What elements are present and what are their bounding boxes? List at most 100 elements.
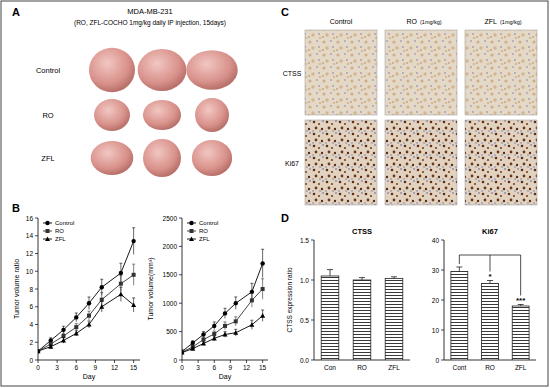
y-tick	[35, 235, 38, 236]
point	[234, 301, 238, 305]
x-tick-label: 12	[111, 364, 119, 371]
x-tick-label: 6	[74, 364, 78, 371]
y-tick	[311, 240, 314, 241]
error-bar	[359, 278, 365, 280]
tumor-photo	[195, 98, 229, 132]
x-tick-label: 0	[36, 364, 40, 371]
error-bar	[49, 345, 52, 349]
error-bar	[250, 320, 253, 329]
panel-label: B	[12, 202, 20, 214]
error-bar	[250, 294, 253, 308]
x-axis	[182, 360, 268, 361]
x-tick-label: 6	[212, 364, 216, 371]
point	[119, 282, 123, 286]
point	[118, 292, 123, 297]
series-line	[182, 289, 263, 352]
point	[249, 322, 254, 327]
point	[61, 338, 66, 343]
x-tick-label: 0	[180, 364, 184, 371]
bar	[512, 306, 529, 360]
x-tick-label: 9	[94, 364, 98, 371]
error-bar	[119, 287, 122, 301]
y-axis	[182, 218, 183, 360]
tumor-photo	[91, 141, 134, 175]
error-bar	[234, 329, 237, 336]
error-bar	[261, 279, 264, 299]
point	[74, 325, 78, 329]
y-tick-label: 10	[26, 268, 34, 275]
panel-label: A	[12, 6, 20, 18]
y-tick-label: 0	[173, 357, 177, 364]
error-bar	[62, 326, 65, 333]
column-header: ZFL	[485, 18, 498, 25]
panel-label: C	[281, 6, 289, 18]
y-tick-label: 2	[29, 339, 33, 346]
tumor-photo	[94, 99, 130, 131]
error-bar	[88, 321, 91, 328]
error-bar	[518, 305, 524, 307]
error-bar	[234, 297, 237, 309]
y-tick	[311, 280, 314, 281]
series-line	[38, 275, 134, 351]
y-tick	[179, 274, 182, 275]
point	[212, 324, 216, 328]
ihc-image	[305, 120, 377, 205]
tumor-photo	[138, 49, 187, 91]
x-tick	[214, 360, 215, 363]
chart-title: Ki67	[482, 227, 498, 236]
figure-frame	[1, 1, 548, 386]
legend-label: RO	[199, 228, 208, 234]
y-tick-label: 12	[26, 250, 34, 257]
x-tick	[198, 360, 199, 363]
y-tick	[179, 303, 182, 304]
point	[212, 336, 217, 341]
point	[48, 344, 53, 349]
legend-marker	[189, 221, 193, 225]
y-axis	[314, 240, 315, 360]
column-note: (1mg/kg)	[420, 19, 442, 25]
error-bar	[62, 338, 65, 343]
y-tick-label: 0.0	[300, 357, 309, 364]
line-chart: 024681012141603691215DayTumor volume rat…	[13, 215, 140, 382]
point	[99, 304, 104, 309]
significance-tick	[490, 255, 491, 272]
error-bar	[202, 332, 205, 338]
y-tick	[35, 324, 38, 325]
error-bar	[224, 322, 227, 330]
error-bar	[132, 228, 135, 255]
tumor-photo	[143, 139, 181, 177]
point	[87, 314, 91, 318]
x-tick-label: Con	[324, 364, 336, 371]
bar	[451, 272, 468, 361]
tumor-photo	[186, 50, 238, 89]
y-tick-label: 30	[432, 267, 440, 274]
error-bar	[191, 347, 194, 350]
y-tick	[179, 331, 182, 332]
x-tick-label: RO	[357, 364, 367, 371]
y-tick-label: 500	[166, 328, 177, 335]
row-label: Control	[36, 66, 61, 75]
ihc-image	[305, 30, 377, 115]
x-tick-label: 15	[259, 364, 267, 371]
point	[62, 334, 66, 338]
column-header: Control	[330, 18, 353, 25]
x-axis-label: Day	[83, 373, 96, 381]
line-chart: 0500100015002000250003691215DayTumor vol…	[147, 215, 268, 382]
point	[100, 285, 104, 289]
x-tick-label: ZFL	[388, 364, 400, 371]
y-tick	[35, 306, 38, 307]
error-bar	[213, 336, 216, 341]
point	[119, 271, 123, 275]
y-tick	[179, 218, 182, 219]
error-bar	[75, 313, 78, 322]
y-tick-label: 20	[432, 297, 440, 304]
x-tick-label: 3	[196, 364, 200, 371]
point	[74, 331, 79, 336]
error-bar	[213, 322, 216, 330]
error-bar	[132, 298, 135, 312]
point	[223, 324, 227, 328]
legend-marker	[46, 229, 50, 233]
point	[191, 341, 195, 345]
error-bar	[327, 270, 333, 276]
row-label: Ki67	[285, 160, 299, 167]
